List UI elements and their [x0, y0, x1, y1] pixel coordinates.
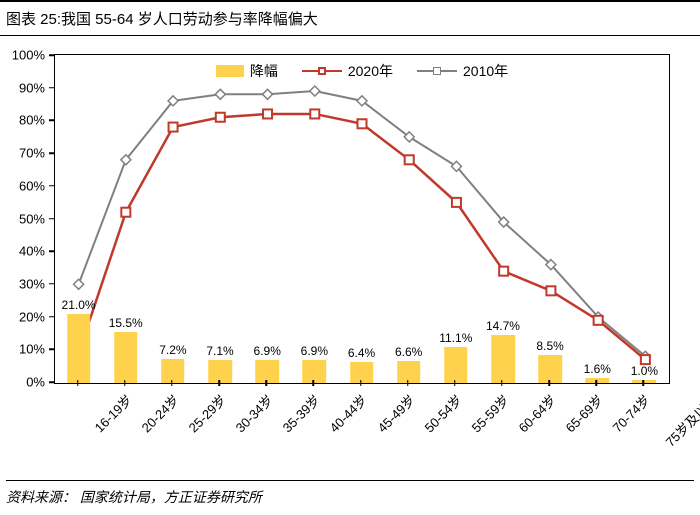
y-tick-label: 20%: [19, 309, 45, 324]
marker-2020: [357, 119, 366, 128]
marker-2010: [310, 86, 320, 96]
y-tick-label: 50%: [19, 211, 45, 226]
x-tick-label: 16-19岁: [89, 390, 135, 436]
line-2010: [79, 91, 646, 356]
marker-2010: [74, 279, 84, 289]
marker-2020: [641, 355, 650, 364]
marker-2020: [216, 113, 225, 122]
marker-2020: [310, 109, 319, 118]
x-tick-label: 75岁及以上: [661, 390, 700, 450]
bar: [444, 347, 468, 383]
x-tick-label: 35-39岁: [278, 390, 324, 436]
x-tick-label: 50-54岁: [419, 390, 465, 436]
marker-2020: [169, 123, 178, 132]
x-tick-label: 30-34岁: [231, 390, 277, 436]
y-axis: 0%10%20%30%40%50%60%70%80%90%100%: [13, 55, 53, 383]
y-tick-label: 80%: [19, 113, 45, 128]
x-tick-label: 40-44岁: [325, 390, 371, 436]
marker-2010: [215, 89, 225, 99]
bar: [538, 355, 562, 383]
marker-2020: [546, 286, 555, 295]
y-tick-label: 90%: [19, 80, 45, 95]
y-tick-label: 70%: [19, 146, 45, 161]
x-axis: 16-19岁20-24岁25-29岁30-34岁35-39岁40-44岁45-4…: [54, 380, 670, 470]
source-text: 资料来源： 国家统计局，方正证券研究所: [0, 481, 700, 515]
y-tick-label: 60%: [19, 178, 45, 193]
figure: 图表 25:我国 55-64 岁人口劳动参与率降幅偏大 降幅 2020年 201…: [0, 0, 700, 506]
x-tick-label: 65-69岁: [561, 390, 607, 436]
x-tick-label: 60-64岁: [513, 390, 559, 436]
marker-2020: [405, 155, 414, 164]
bar: [491, 335, 515, 383]
x-tick-label: 45-49岁: [372, 390, 418, 436]
marker-2020: [499, 267, 508, 276]
marker-2010: [263, 89, 273, 99]
line-2020: [79, 114, 646, 360]
x-tick-label: 20-24岁: [136, 390, 182, 436]
marker-2020: [263, 109, 272, 118]
y-tick-label: 10%: [19, 342, 45, 357]
marker-2020: [594, 316, 603, 325]
x-tick-label: 25-29岁: [183, 390, 229, 436]
y-tick-label: 100%: [12, 48, 45, 63]
bar: [114, 332, 138, 383]
bar: [67, 314, 91, 383]
y-tick-label: 30%: [19, 276, 45, 291]
marker-2020: [121, 208, 130, 217]
chart-title: 图表 25:我国 55-64 岁人口劳动参与率降幅偏大: [0, 0, 700, 36]
y-tick-label: 0%: [26, 375, 45, 390]
marker-2020: [452, 198, 461, 207]
chart-area: 降幅 2020年 2010年 0%10%20%30%40%50%60%70%80…: [54, 54, 670, 384]
y-tick-label: 40%: [19, 244, 45, 259]
x-tick-label: 55-59岁: [466, 390, 512, 436]
plot-area: 21.0%15.5%7.2%7.1%6.9%6.9%6.4%6.6%11.1%1…: [55, 55, 669, 383]
x-tick-label: 70-74岁: [608, 390, 654, 436]
lines-svg: [55, 55, 669, 383]
